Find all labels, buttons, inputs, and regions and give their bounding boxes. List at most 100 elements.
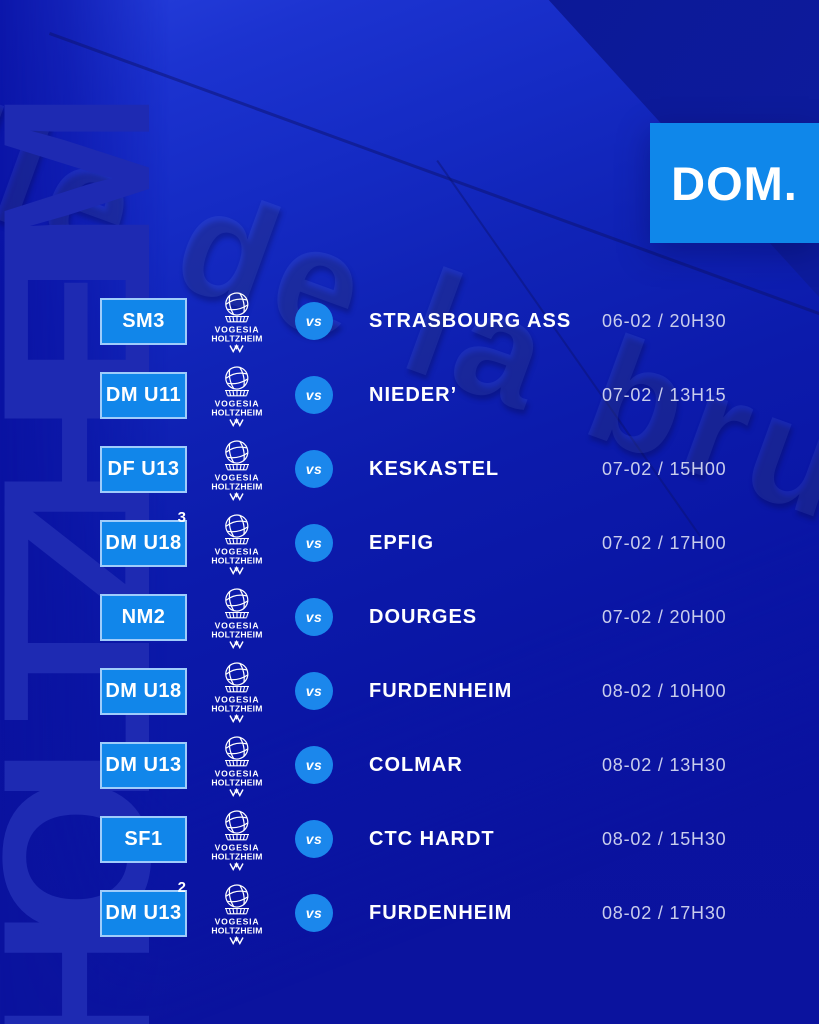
- club-logo: VOGESIA HOLTZHEIM: [187, 438, 287, 502]
- team-category-label: DF U13: [107, 458, 180, 480]
- team-category-badge: NM2: [100, 594, 187, 641]
- match-datetime: 07-02 / 15H00: [602, 459, 727, 479]
- match-row: DF U13 VOGE: [100, 440, 819, 501]
- club-logo: VOGESIA HOLTZHEIM: [187, 586, 287, 650]
- opponent-name: CTC HARDT: [369, 828, 495, 850]
- team-category-label: SM3: [122, 310, 165, 332]
- team-category-superscript: 2: [177, 879, 186, 896]
- club-logo: VOGESIA HOLTZHEIM: [187, 734, 287, 798]
- match-datetime: 08-02 / 17H30: [602, 903, 727, 923]
- match-row: DM U18 3 VOG: [100, 509, 819, 575]
- match-row: SF1 VOGESIA: [100, 810, 819, 871]
- match-list: SM3 VOGESIA: [100, 292, 819, 945]
- match-datetime: 08-02 / 13H30: [602, 755, 727, 775]
- club-name-line2: HOLTZHEIM: [211, 556, 262, 566]
- match-datetime: 07-02 / 13H15: [602, 385, 727, 405]
- opponent-name: FURDENHEIM: [369, 902, 513, 924]
- team-category-superscript: 3: [177, 509, 186, 526]
- club-name-line1: VOGESIA: [215, 325, 260, 335]
- team-category-label: DM U18: [105, 680, 182, 702]
- opponent-name: COLMAR: [369, 754, 463, 776]
- vs-badge: vs: [295, 302, 333, 340]
- match-row: DM U13 VOGE: [100, 736, 819, 797]
- team-category-badge: SF1: [100, 816, 187, 863]
- team-category-badge: DM U11: [100, 372, 187, 419]
- vs-label: vs: [305, 831, 323, 847]
- club-name-line1: VOGESIA: [215, 621, 260, 631]
- vs-label: vs: [305, 461, 323, 477]
- team-category-label: DM U13: [105, 902, 182, 924]
- club-name-line2: HOLTZHEIM: [211, 482, 262, 492]
- vs-badge: vs: [295, 894, 333, 932]
- team-category-badge: DM U13: [100, 742, 187, 789]
- team-category-badge: DF U13: [100, 446, 187, 493]
- club-name-line1: VOGESIA: [215, 843, 260, 853]
- team-category-badge: DM U18: [100, 668, 187, 715]
- club-name-line1: VOGESIA: [215, 399, 260, 409]
- club-name-line1: VOGESIA: [215, 695, 260, 705]
- match-datetime: 07-02 / 17H00: [602, 533, 727, 553]
- club-name-line1: VOGESIA: [215, 547, 260, 557]
- basketball-hoop-icon: VOGESIA HOLTZHEIM: [211, 884, 262, 945]
- vs-badge: vs: [295, 376, 333, 414]
- vs-label: vs: [305, 757, 323, 773]
- club-name-line1: VOGESIA: [215, 473, 260, 483]
- vs-label: vs: [305, 387, 323, 403]
- basketball-hoop-icon: VOGESIA HOLTZHEIM: [211, 514, 262, 575]
- team-category-badge: DM U13 2: [100, 879, 187, 937]
- club-name-line2: HOLTZHEIM: [211, 852, 262, 862]
- match-datetime: 07-02 / 20H00: [602, 607, 727, 627]
- basketball-hoop-icon: VOGESIA HOLTZHEIM: [211, 810, 262, 871]
- match-row: SM3 VOGESIA: [100, 292, 819, 353]
- match-datetime: 08-02 / 10H00: [602, 681, 727, 701]
- club-logo: VOGESIA HOLTZHEIM: [187, 808, 287, 872]
- dom-banner-label: DOM.: [671, 156, 798, 210]
- club-logo: VOGESIA HOLTZHEIM: [187, 660, 287, 724]
- opponent-name: STRASBOURG ASS: [369, 310, 572, 332]
- club-name-line2: HOLTZHEIM: [211, 630, 262, 640]
- vs-label: vs: [305, 609, 323, 625]
- basketball-hoop-icon: VOGESIA HOLTZHEIM: [211, 292, 262, 353]
- match-row: DM U11 VOGE: [100, 366, 819, 427]
- vs-badge: vs: [295, 450, 333, 488]
- club-logo: VOGESIA HOLTZHEIM: [187, 882, 287, 946]
- match-datetime: 06-02 / 20H30: [602, 311, 727, 331]
- match-row: DM U13 2 VOG: [100, 879, 819, 945]
- vs-label: vs: [305, 313, 323, 329]
- club-logo: VOGESIA HOLTZHEIM: [187, 364, 287, 428]
- club-name-line1: VOGESIA: [215, 917, 260, 927]
- team-category-label: DM U11: [105, 384, 182, 406]
- team-category-label: SF1: [124, 828, 163, 850]
- basketball-hoop-icon: VOGESIA HOLTZHEIM: [211, 736, 262, 797]
- opponent-name: DOURGES: [369, 606, 478, 628]
- vs-label: vs: [305, 905, 323, 921]
- club-logo: VOGESIA HOLTZHEIM: [187, 512, 287, 576]
- opponent-name: NIEDER’: [369, 384, 458, 406]
- team-category-label: DM U18: [105, 532, 182, 554]
- match-row: NM2 VOGESIA: [100, 588, 819, 649]
- team-category-badge: DM U18 3: [100, 509, 187, 567]
- opponent-name: FURDENHEIM: [369, 680, 513, 702]
- opponent-name: EPFIG: [369, 532, 435, 554]
- dom-banner: DOM.: [650, 123, 819, 243]
- club-name-line2: HOLTZHEIM: [211, 334, 262, 344]
- vs-label: vs: [305, 535, 323, 551]
- club-name-line2: HOLTZHEIM: [211, 704, 262, 714]
- basketball-hoop-icon: VOGESIA HOLTZHEIM: [211, 366, 262, 427]
- match-row: DM U18 VOGE: [100, 662, 819, 723]
- club-name-line2: HOLTZHEIM: [211, 408, 262, 418]
- opponent-name: KESKASTEL: [369, 458, 500, 480]
- team-category-label: NM2: [121, 606, 166, 628]
- vs-badge: vs: [295, 524, 333, 562]
- vs-badge: vs: [295, 820, 333, 858]
- match-datetime: 08-02 / 15H30: [602, 829, 727, 849]
- basketball-hoop-icon: VOGESIA HOLTZHEIM: [211, 662, 262, 723]
- vs-badge: vs: [295, 598, 333, 636]
- club-name-line2: HOLTZHEIM: [211, 778, 262, 788]
- club-name-line2: HOLTZHEIM: [211, 926, 262, 936]
- vs-badge: vs: [295, 746, 333, 784]
- basketball-hoop-icon: VOGESIA HOLTZHEIM: [211, 440, 262, 501]
- club-name-line1: VOGESIA: [215, 769, 260, 779]
- vs-label: vs: [305, 683, 323, 699]
